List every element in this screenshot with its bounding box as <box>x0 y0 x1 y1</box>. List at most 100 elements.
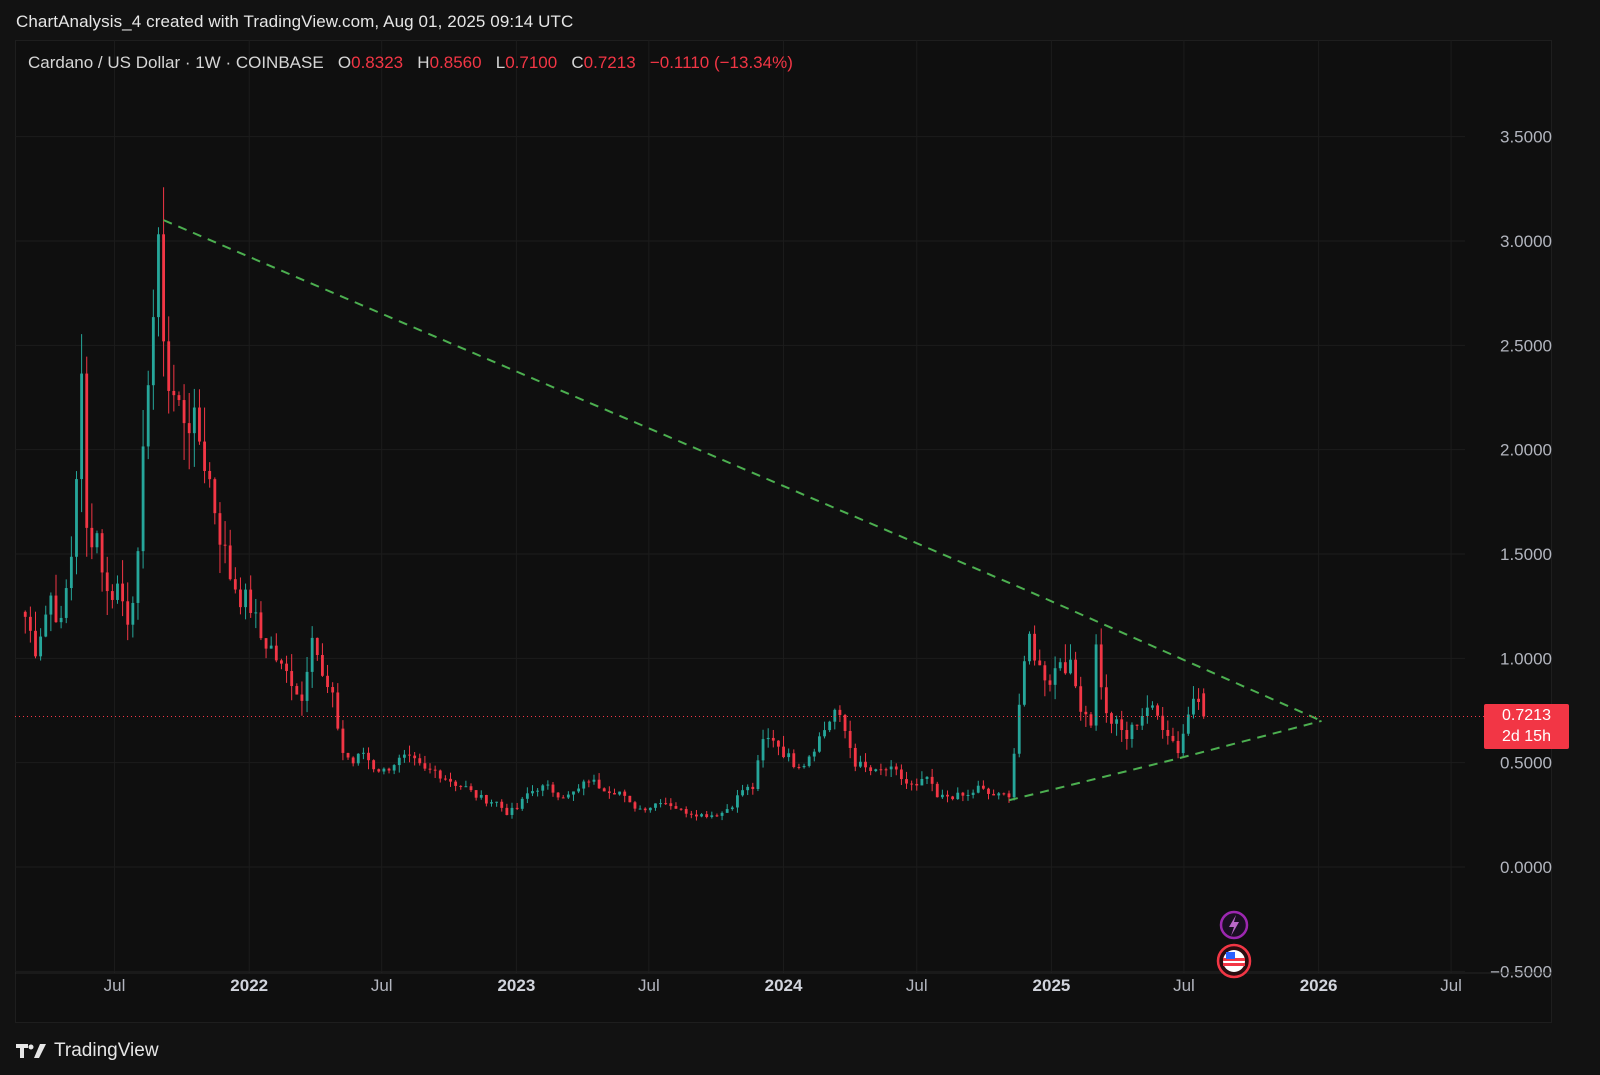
symbol-description[interactable]: Cardano / US Dollar · 1W · COINBASE <box>28 53 324 72</box>
candle-down <box>213 479 217 514</box>
candle-down <box>285 663 288 672</box>
candle-down <box>121 583 125 602</box>
lower-trendline[interactable] <box>1008 719 1322 802</box>
candle-up <box>1186 714 1190 734</box>
candle-up <box>69 556 73 589</box>
tradingview-logo[interactable]: TradingView <box>16 1040 159 1062</box>
candle-down <box>961 792 965 796</box>
x-tick-label: Jul <box>371 976 393 995</box>
candle-up <box>741 790 744 796</box>
candle-up <box>1115 719 1118 724</box>
candle-up <box>1028 633 1031 662</box>
candle-up <box>151 317 155 386</box>
lightning-event-icon[interactable] <box>1219 910 1249 940</box>
candle-up <box>520 798 524 809</box>
candle-down <box>198 407 201 442</box>
candle-down <box>300 694 304 701</box>
candle-up <box>787 753 791 758</box>
candle-up <box>725 809 729 813</box>
candle-down <box>228 545 232 580</box>
candle-up <box>858 761 862 767</box>
candle-down <box>551 784 555 793</box>
candle-down <box>751 786 755 789</box>
candle-down <box>346 752 350 758</box>
candle-down <box>894 766 898 770</box>
candle-down <box>915 783 919 786</box>
candle-down <box>34 630 37 657</box>
candle-down <box>930 776 934 784</box>
candle-down <box>182 400 186 424</box>
x-tick-label: 2023 <box>497 976 535 995</box>
candle-down <box>1048 680 1052 685</box>
candle-up <box>746 786 750 791</box>
candle-up <box>940 794 944 798</box>
candle-up <box>920 778 924 786</box>
x-tick-label: Jul <box>1173 976 1195 995</box>
candle-down <box>110 591 114 600</box>
candle-down <box>90 527 94 548</box>
candle-up <box>818 736 821 752</box>
candle-down <box>249 589 253 613</box>
candle-down <box>469 786 473 791</box>
candle-down <box>1156 705 1159 716</box>
candle-up <box>402 754 406 758</box>
candle-down <box>433 769 437 771</box>
x-tick-label: Jul <box>638 976 660 995</box>
candle-up <box>305 671 309 701</box>
candle-down <box>1089 714 1093 726</box>
candle-down <box>628 795 632 803</box>
candle-up <box>807 756 811 766</box>
candle-down <box>264 638 268 649</box>
candle-up <box>1145 707 1149 717</box>
candle-down <box>561 797 565 799</box>
candle-down <box>1033 633 1037 661</box>
candle-down <box>643 808 647 811</box>
candle-down <box>295 686 299 695</box>
candle-up <box>833 709 837 722</box>
candle-up <box>192 407 196 434</box>
ohlc-legend: Cardano / US Dollar · 1W · COINBASE O0.8… <box>28 53 793 73</box>
candle-up <box>1130 724 1134 739</box>
bar-countdown-label: 2d 15h <box>1502 728 1551 745</box>
candle-down <box>167 341 171 391</box>
open-value: 0.8323 <box>351 53 404 72</box>
candle-down <box>367 752 370 761</box>
candle-down <box>905 779 908 784</box>
candle-down <box>633 802 637 809</box>
candle-down <box>981 785 985 789</box>
candle-up <box>131 602 135 625</box>
candle-up <box>736 795 739 808</box>
candle-up <box>1140 716 1144 726</box>
candle-down <box>587 781 591 783</box>
candle-down <box>879 769 883 771</box>
candle-down <box>290 671 294 687</box>
event-layer <box>1216 910 1252 979</box>
candle-down <box>679 808 683 810</box>
candle-down <box>233 579 237 590</box>
candle-up <box>39 636 43 657</box>
candle-layer <box>23 187 1206 821</box>
close-key: C <box>571 53 584 72</box>
upper-trendline[interactable] <box>163 219 1322 722</box>
candle-down <box>715 815 719 817</box>
candle-up <box>59 617 63 623</box>
candle-down <box>54 595 58 623</box>
candle-down <box>203 441 206 471</box>
candle-up <box>1053 668 1057 685</box>
candle-up <box>1181 733 1185 754</box>
candle-up <box>566 794 570 798</box>
candle-down <box>1161 715 1165 730</box>
candle-down <box>556 792 560 798</box>
us-flag-event-icon[interactable] <box>1216 943 1252 979</box>
candle-up <box>310 637 314 672</box>
candle-up <box>116 583 119 600</box>
candle-down <box>505 807 509 815</box>
candle-up <box>136 551 140 603</box>
candle-down <box>910 783 914 785</box>
candle-up <box>75 479 78 557</box>
candle-down <box>336 692 340 729</box>
candle-down <box>1043 665 1047 681</box>
candle-down <box>315 637 319 655</box>
candle-down <box>782 746 785 758</box>
